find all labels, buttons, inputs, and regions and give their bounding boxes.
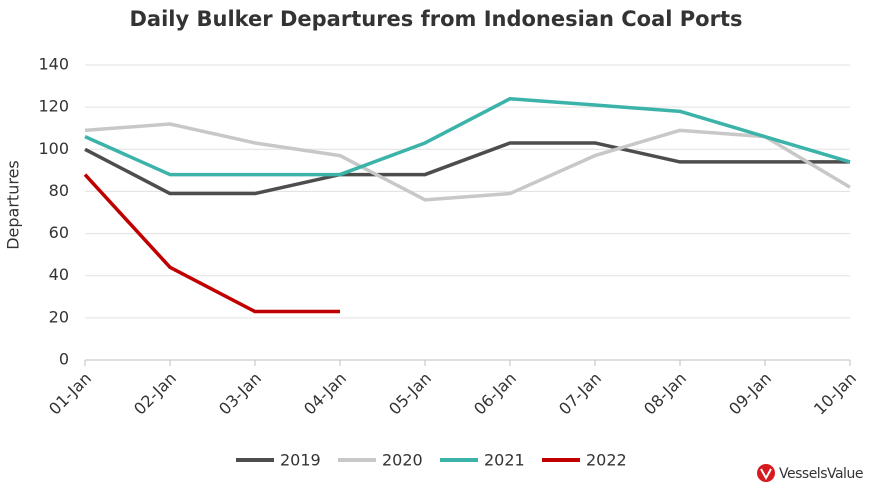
x-tick-label: 02-Jan [130, 369, 180, 419]
x-tick-label: 09-Jan [725, 369, 775, 419]
legend-label: 2022 [586, 451, 627, 470]
y-axis-label: Departures [4, 160, 23, 250]
x-tick-label: 04-Jan [300, 369, 350, 419]
x-tick-label: 01-Jan [45, 369, 95, 419]
y-tick-label: 60 [49, 223, 69, 242]
x-tick-label: 05-Jan [385, 369, 435, 419]
x-tick-label: 10-Jan [810, 369, 860, 419]
y-tick-label: 40 [49, 265, 69, 284]
logo: VesselsValue [757, 464, 863, 482]
logo-text: VesselsValue [779, 466, 863, 482]
x-tick-label: 03-Jan [215, 369, 265, 419]
logo-icon [757, 464, 775, 482]
legend-label: 2020 [382, 451, 423, 470]
x-tick-label: 07-Jan [555, 369, 605, 419]
x-tick-label: 06-Jan [470, 369, 520, 419]
logo-mark [760, 468, 772, 481]
series-line [84, 141, 850, 196]
y-tick-label: 100 [38, 139, 69, 158]
y-tick-label: 80 [49, 181, 69, 200]
x-tick-label: 08-Jan [640, 369, 690, 419]
y-tick-label: 20 [49, 307, 69, 326]
legend-label: 2021 [484, 451, 525, 470]
series-line [84, 96, 851, 177]
legend-label: 2019 [280, 451, 321, 470]
chart-title: Daily Bulker Departures from Indonesian … [130, 7, 743, 31]
y-tick-label: 120 [38, 97, 69, 116]
y-tick-label: 140 [38, 55, 69, 74]
series-line [83, 173, 340, 314]
y-tick-label: 0 [59, 350, 69, 369]
series-line [84, 122, 851, 202]
